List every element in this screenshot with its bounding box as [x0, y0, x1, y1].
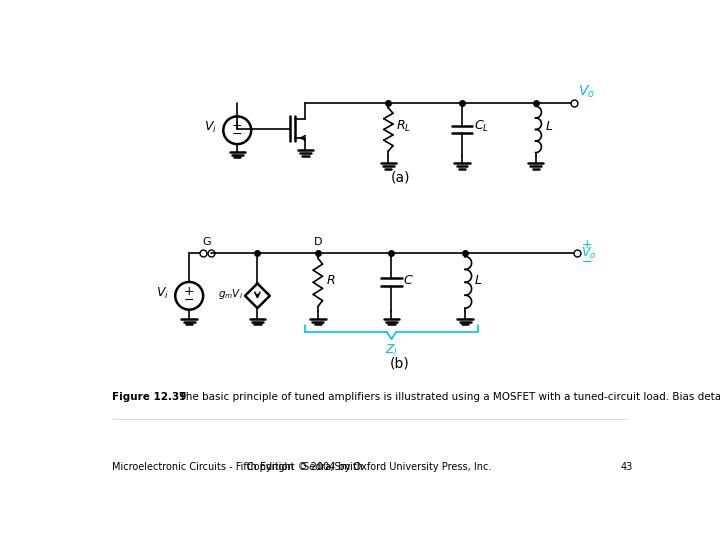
Text: 43: 43	[620, 462, 632, 472]
Text: The basic principle of tuned amplifiers is illustrated using a MOSFET with a tun: The basic principle of tuned amplifiers …	[173, 393, 720, 402]
Text: $V_o$: $V_o$	[581, 246, 597, 261]
Text: +: +	[184, 285, 194, 298]
Text: G: G	[203, 237, 212, 247]
Text: (b): (b)	[390, 356, 410, 370]
Text: Copyright © 2004 by Oxford University Press, Inc.: Copyright © 2004 by Oxford University Pr…	[247, 462, 491, 472]
Text: +: +	[581, 238, 592, 251]
Text: Microelectronic Circuits - Fifth Edition   Sedra/Smith: Microelectronic Circuits - Fifth Edition…	[112, 462, 363, 472]
Text: $V_i$: $V_i$	[204, 120, 217, 136]
Text: +: +	[232, 119, 243, 132]
Text: $g_m V_i$: $g_m V_i$	[217, 287, 243, 301]
Text: −: −	[184, 294, 194, 307]
Text: $L$: $L$	[545, 120, 553, 133]
Text: $L$: $L$	[474, 274, 482, 287]
Text: (a): (a)	[390, 171, 410, 185]
Text: −: −	[232, 129, 243, 141]
Text: D: D	[314, 237, 322, 247]
Text: −: −	[581, 256, 592, 269]
Text: $V_i$: $V_i$	[156, 286, 169, 301]
Text: $R$: $R$	[325, 274, 335, 287]
Text: $C$: $C$	[403, 274, 414, 287]
Text: $C_L$: $C_L$	[474, 119, 489, 134]
Text: $V_o$: $V_o$	[578, 84, 595, 100]
Text: $Z_l$: $Z_l$	[385, 343, 398, 358]
Text: Figure 12.39: Figure 12.39	[112, 393, 186, 402]
Text: $R_L$: $R_L$	[396, 119, 411, 134]
